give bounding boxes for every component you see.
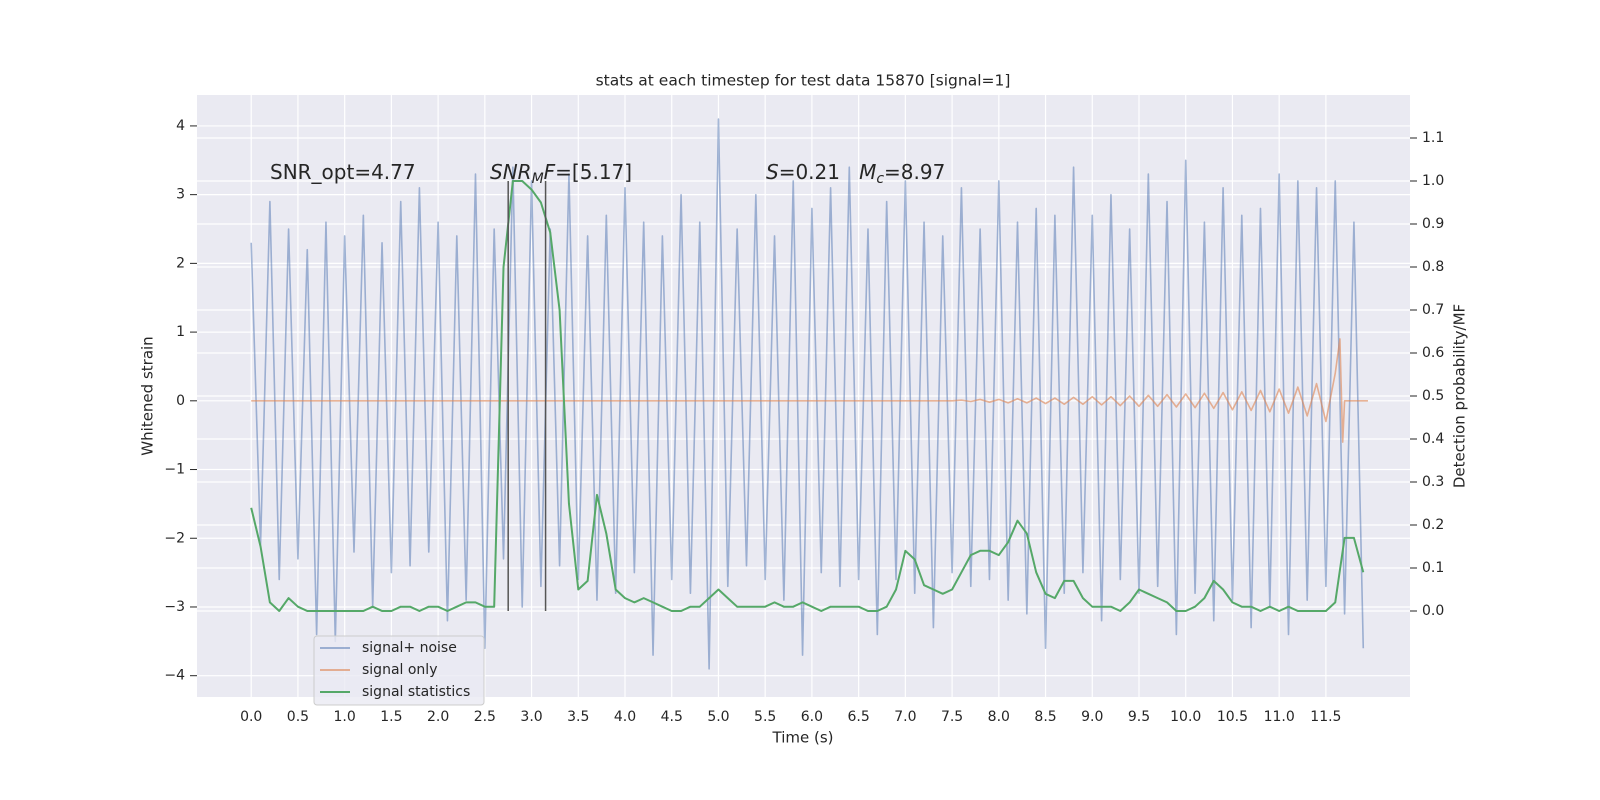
- y2-tick-label: 0.7: [1422, 302, 1444, 318]
- annotation-part: F: [544, 160, 556, 184]
- y-tick-label: −3: [164, 599, 185, 615]
- y-tick-label: 1: [176, 324, 185, 340]
- annotation-part: c: [876, 171, 884, 187]
- x-tick-label: 1.5: [380, 709, 402, 725]
- x-tick-label: 5.5: [754, 709, 776, 725]
- y-tick-label: 2: [176, 255, 185, 271]
- legend-label: signal statistics: [362, 684, 470, 700]
- y-tick-label: 3: [176, 187, 185, 203]
- x-axis-label: Time (s): [772, 729, 834, 747]
- y2-tick-label: 0.1: [1422, 560, 1444, 576]
- x-tick-label: 0.5: [287, 709, 309, 725]
- x-tick-label: 7.0: [894, 709, 916, 725]
- chart-title: stats at each timestep for test data 158…: [596, 72, 1011, 90]
- x-tick-label: 10.0: [1170, 709, 1201, 725]
- y-axis-label: Whitened strain: [139, 336, 157, 455]
- x-tick-label: 7.5: [941, 709, 963, 725]
- x-tick-label: 5.0: [707, 709, 729, 725]
- y-tick-label: −1: [164, 462, 185, 478]
- y-tick-label: 0: [176, 393, 185, 409]
- annotation-part: M: [532, 171, 544, 187]
- x-tick-label: 3.0: [520, 709, 542, 725]
- y-tick-label: −4: [164, 668, 185, 684]
- y2-tick-label: 0.5: [1422, 388, 1444, 404]
- legend-label: signal+ noise: [362, 640, 457, 656]
- x-tick-label: 6.5: [848, 709, 870, 725]
- y2-tick-label: 0.9: [1422, 216, 1444, 232]
- annotation-part: M: [859, 160, 876, 184]
- y2-tick-label: 0.4: [1422, 431, 1444, 447]
- annotation-part: =8.97: [884, 160, 945, 184]
- annotation: SNRMF=[5.17]: [490, 160, 632, 188]
- x-tick-label: 8.5: [1034, 709, 1056, 725]
- y2-tick-label: 0.8: [1422, 259, 1444, 275]
- series-line: [250, 180, 1365, 612]
- y2-tick-label: 0.6: [1422, 345, 1444, 361]
- series-line: [251, 338, 1368, 443]
- y2-tick-label: 1.0: [1422, 173, 1444, 189]
- x-tick-label: 10.5: [1217, 709, 1248, 725]
- y2-tick-label: 0.2: [1422, 517, 1444, 533]
- legend-label: signal only: [362, 662, 437, 678]
- x-tick-label: 8.0: [988, 709, 1010, 725]
- annotation-part: =0.21: [779, 160, 859, 184]
- annotation-part: SNR_opt=4.77: [270, 160, 416, 184]
- y2-tick-label: 0.3: [1422, 474, 1444, 490]
- x-tick-label: 2.5: [474, 709, 496, 725]
- annotation: S=0.21 Mc=8.97: [766, 160, 945, 188]
- y2-axis-label: Detection probability/MF: [1451, 304, 1469, 488]
- x-tick-label: 2.0: [427, 709, 449, 725]
- x-tick-label: 9.0: [1081, 709, 1103, 725]
- x-tick-label: 6.0: [801, 709, 823, 725]
- x-tick-label: 4.0: [614, 709, 636, 725]
- annotation: SNR_opt=4.77: [270, 160, 416, 184]
- y-tick-label: −2: [164, 530, 185, 546]
- x-tick-label: 9.5: [1128, 709, 1150, 725]
- x-tick-label: 1.0: [334, 709, 356, 725]
- annotation-part: =[5.17]: [555, 160, 632, 184]
- x-tick-label: 0.0: [240, 709, 262, 725]
- series-line: [250, 118, 1365, 670]
- x-tick-label: 4.5: [661, 709, 683, 725]
- legend-box: [313, 635, 485, 706]
- y2-tick-label: 1.1: [1422, 130, 1444, 146]
- y2-tick-label: 0.0: [1422, 603, 1444, 619]
- x-tick-label: 3.5: [567, 709, 589, 725]
- annotation-part: S: [766, 160, 779, 184]
- y-tick-label: 4: [176, 118, 185, 134]
- x-tick-label: 11.0: [1264, 709, 1295, 725]
- x-tick-label: 11.5: [1310, 709, 1341, 725]
- annotation-part: SNR: [490, 160, 532, 184]
